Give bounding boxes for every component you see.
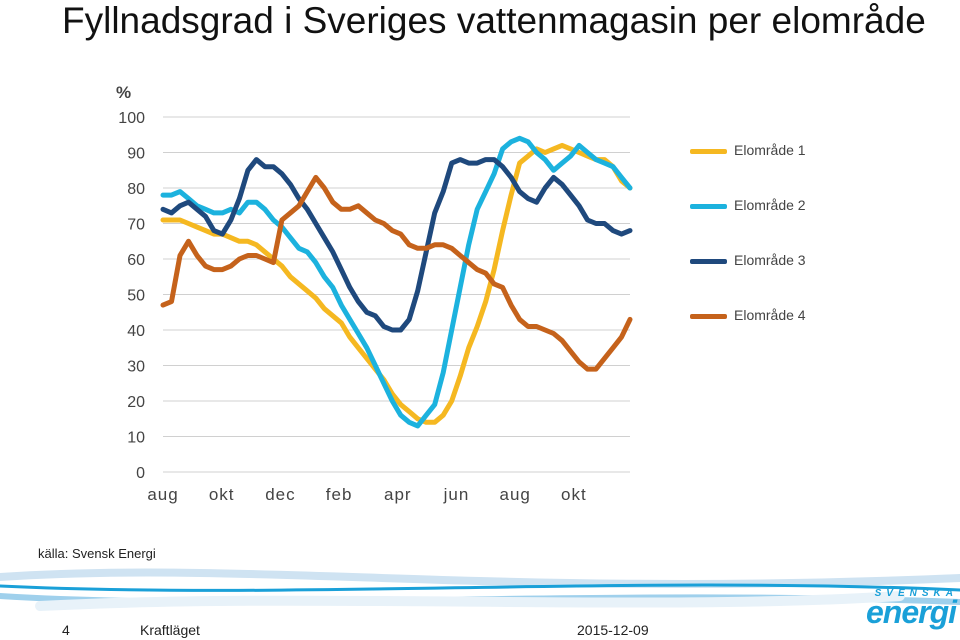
x-tick-label-7: aug [500,485,531,504]
legend: Elområde 1 Elområde 2 Elområde 3 Elområd… [690,141,850,361]
series-line-1 [160,142,633,425]
y-tick-label-80: 80 [127,181,145,198]
legend-item-4: Elområde 4 [690,306,850,361]
footer-title: Kraftläget [140,622,200,638]
x-tick-label-2: okt [209,485,235,504]
legend-swatch-4 [690,314,727,319]
y-tick-label-40: 40 [127,323,145,340]
series-line-3 [160,157,633,333]
y-tick-label-10: 10 [127,430,145,447]
source-note: källa: Svensk Energi [38,546,156,561]
footer-date: 2015-12-09 [577,622,649,638]
y-axis-label: % [116,83,131,102]
legend-item-2: Elområde 2 [690,196,850,251]
y-tick-label-100: 100 [118,110,145,127]
y-tick-label-0: 0 [136,465,145,482]
legend-item-3: Elområde 3 [690,251,850,306]
legend-label-1: Elområde 1 [734,142,806,158]
logo-top-text: SVENSKA [874,588,958,599]
svensk-energi-logo: SVENSKA energi [846,588,958,630]
x-tick-label-3: dec [265,485,295,504]
x-tick-label-6: jun [443,485,470,504]
footer-page-number: 4 [62,622,70,638]
legend-item-1: Elområde 1 [690,141,850,196]
decorative-swoosh [0,568,960,611]
logo-main-text: energi [865,594,957,630]
y-tick-label-30: 30 [127,359,145,376]
grid-lines [163,116,630,473]
legend-label-4: Elområde 4 [734,307,806,323]
swoosh-stroke-4 [35,591,905,611]
x-tick-label-8: okt [561,485,587,504]
y-tick-label-70: 70 [127,217,145,234]
legend-swatch-1 [690,149,727,154]
swoosh-stroke-2 [0,583,960,592]
y-tick-label-60: 60 [127,252,145,269]
swoosh-stroke-1 [0,568,960,588]
y-tick-label-90: 90 [127,146,145,163]
x-tick-label-5: apr [384,485,412,504]
series-line-4 [160,174,633,372]
legend-swatch-2 [690,204,727,209]
series-lines [160,135,633,429]
legend-label-2: Elområde 2 [734,197,806,213]
y-tick-label-50: 50 [127,288,145,305]
chart-title: Fyllnadsgrad i Sveriges vattenmagasin pe… [62,0,926,41]
x-tick-label-4: feb [326,485,353,504]
x-tick-label-1: aug [147,485,178,504]
legend-swatch-3 [690,259,727,264]
x-axis-ticks: aug okt dec feb apr jun aug okt [147,485,587,504]
y-tick-label-20: 20 [127,394,145,411]
series-line-2 [160,135,633,429]
y-axis-ticks: 0 10 20 30 40 50 60 70 80 90 100 [118,110,145,482]
legend-label-3: Elområde 3 [734,252,806,268]
